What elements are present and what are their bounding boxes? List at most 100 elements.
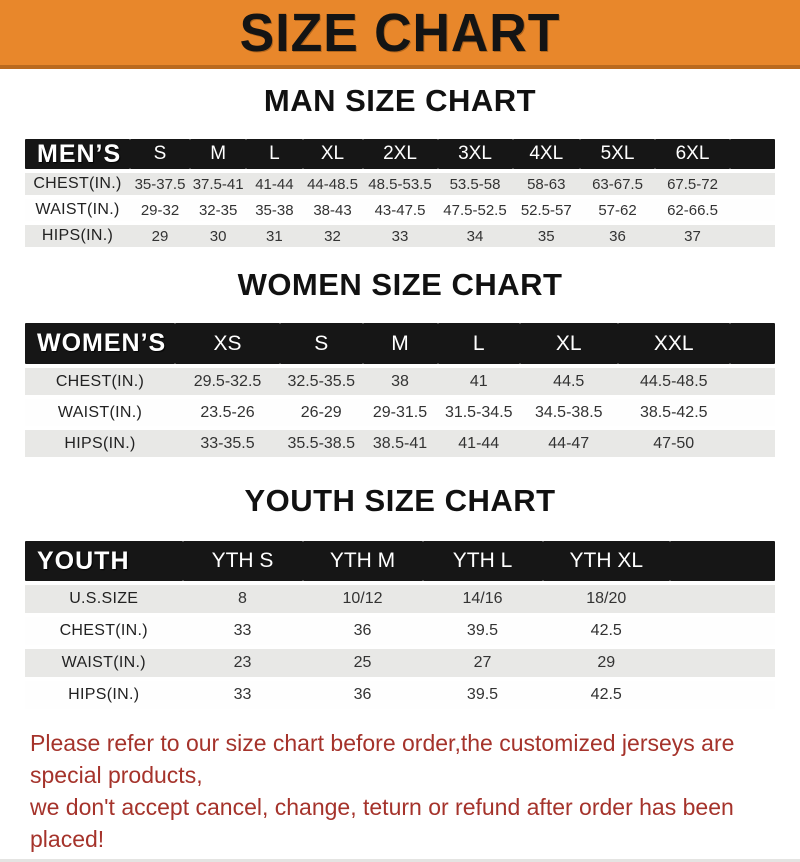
- table-row: CHEST(IN.) 35-37.5 37.5-41 41-44 44-48.5 48.5…: [25, 173, 775, 195]
- measurement-value-cell: 43-47.5: [362, 199, 438, 221]
- measurement-value-cell: 38: [362, 368, 438, 395]
- header-spacer: [670, 541, 775, 581]
- measurement-row-label: WAIST(IN.): [25, 199, 130, 221]
- measurement-value-cell: 29.5-32.5: [175, 368, 280, 395]
- measurement-row-label: CHEST(IN.): [25, 617, 183, 645]
- banner-title: SIZE CHART: [239, 2, 561, 63]
- table-header-row: YOUTH YTH S YTH M YTH L YTH XL: [25, 541, 775, 581]
- measurement-value-cell: 41: [437, 368, 520, 395]
- size-column-header: 3XL: [437, 139, 513, 169]
- measurement-value-cell: 38.5-41: [362, 430, 438, 457]
- measurement-value-cell: 53.5-58: [437, 173, 513, 195]
- size-column-header: YTH L: [422, 541, 543, 581]
- measurement-value-cell: 39.5: [422, 617, 543, 645]
- measurement-value-cell: 36: [580, 225, 655, 247]
- table-row: HIPS(IN.) 33-35.5 35.5-38.5 38.5-41 41-44 44-…: [25, 430, 775, 457]
- measurement-value-cell: 23.5-26: [175, 399, 280, 426]
- measurement-value-cell: 25: [302, 649, 423, 677]
- table-row: HIPS(IN.) 33 36 39.5 42.5: [25, 681, 775, 709]
- measurement-value-cell: 33: [182, 617, 303, 645]
- measurement-value-cell: 10/12: [302, 585, 423, 613]
- measurement-value-cell: 32: [302, 225, 363, 247]
- measurement-value-cell: 39.5: [422, 681, 543, 709]
- table-group-label: MEN’S: [25, 139, 130, 169]
- row-spacer: [730, 199, 775, 221]
- measurement-row-label: CHEST(IN.): [25, 368, 175, 395]
- measurement-value-cell: 33-35.5: [175, 430, 280, 457]
- size-column-header: L: [437, 323, 520, 364]
- size-column-header: M: [362, 323, 438, 364]
- measurement-row-label: CHEST(IN.): [25, 173, 130, 195]
- measurement-value-cell: 29-31.5: [362, 399, 438, 426]
- measurement-value-cell: 47.5-52.5: [437, 199, 513, 221]
- row-spacer: [730, 399, 775, 426]
- table-row: U.S.SIZE 8 10/12 14/16 18/20: [25, 585, 775, 613]
- table-group-label: WOMEN’S: [25, 323, 175, 364]
- measurement-value-cell: 29-32: [130, 199, 190, 221]
- measurement-value-cell: 35-38: [246, 199, 303, 221]
- measurement-value-cell: 42.5: [542, 681, 670, 709]
- measurement-value-cell: 33: [362, 225, 438, 247]
- measurement-value-cell: 44-48.5: [302, 173, 363, 195]
- row-spacer: [730, 430, 775, 457]
- measurement-value-cell: 47-50: [617, 430, 730, 457]
- row-spacer: [670, 649, 775, 677]
- size-column-header: 4XL: [512, 139, 580, 169]
- measurement-value-cell: 29: [130, 225, 190, 247]
- row-spacer: [670, 617, 775, 645]
- women-section-heading: WOMEN SIZE CHART: [237, 267, 563, 302]
- table-row: CHEST(IN.) 29.5-32.5 32.5-35.5 38 41 44.5 44.5…: [25, 368, 775, 395]
- measurement-row-label: U.S.SIZE: [25, 585, 183, 613]
- measurement-row-label: HIPS(IN.): [25, 430, 175, 457]
- table-header-row: MEN’S S M L XL 2XL 3XL 4XL 5XL 6XL: [25, 139, 775, 169]
- measurement-value-cell: 67.5-72: [655, 173, 730, 195]
- measurement-value-cell: 14/16: [422, 585, 543, 613]
- size-column-header: XXL: [617, 323, 730, 364]
- row-spacer: [670, 585, 775, 613]
- measurement-value-cell: 57-62: [580, 199, 655, 221]
- measurement-value-cell: 34: [437, 225, 513, 247]
- measurement-value-cell: 38-43: [302, 199, 363, 221]
- measurement-value-cell: 48.5-53.5: [362, 173, 438, 195]
- table-row: HIPS(IN.) 29 30 31 32 33 34 35 36 37: [25, 225, 775, 247]
- measurement-value-cell: 37.5-41: [190, 173, 247, 195]
- measurement-value-cell: 33: [182, 681, 303, 709]
- measurement-value-cell: 42.5: [542, 617, 670, 645]
- youth-size-table: YOUTH YTH S YTH M YTH L YTH XL U.S.SIZE 8 10/12…: [25, 537, 775, 713]
- youth-section-heading: YOUTH SIZE CHART: [244, 483, 556, 518]
- table-header-row: WOMEN’S XS S M L XL XXL: [25, 323, 775, 364]
- section-men: MAN SIZE CHART MEN’S S M L XL 2XL 3XL 4XL 5XL 6XL…: [0, 69, 800, 251]
- row-spacer: [730, 173, 775, 195]
- table-row: WAIST(IN.) 23.5-26 26-29 29-31.5 31.5-34.5 34…: [25, 399, 775, 426]
- size-column-header: S: [130, 139, 190, 169]
- measurement-value-cell: 18/20: [542, 585, 670, 613]
- table-group-label: YOUTH: [25, 541, 183, 581]
- men-size-table: MEN’S S M L XL 2XL 3XL 4XL 5XL 6XL CHEST(IN.) 35-37…: [25, 135, 775, 251]
- size-column-header: YTH S: [182, 541, 303, 581]
- measurement-value-cell: 23: [182, 649, 303, 677]
- measurement-row-label: WAIST(IN.): [25, 649, 183, 677]
- section-women: WOMEN SIZE CHART WOMEN’S XS S M L XL XXL CHEST(…: [0, 251, 800, 461]
- section-youth: YOUTH SIZE CHART YOUTH YTH S YTH M YTH L YTH…: [0, 461, 800, 713]
- size-column-header: 6XL: [655, 139, 730, 169]
- size-column-header: XL: [520, 323, 618, 364]
- table-row: WAIST(IN.) 23 25 27 29: [25, 649, 775, 677]
- measurement-row-label: HIPS(IN.): [25, 681, 183, 709]
- measurement-value-cell: 32-35: [190, 199, 247, 221]
- women-size-table: WOMEN’S XS S M L XL XXL CHEST(IN.) 29.5-32.5 32.5…: [25, 319, 775, 461]
- measurement-value-cell: 62-66.5: [655, 199, 730, 221]
- size-column-header: XS: [175, 323, 280, 364]
- size-column-header: 5XL: [580, 139, 655, 169]
- measurement-value-cell: 31: [246, 225, 303, 247]
- measurement-value-cell: 37: [655, 225, 730, 247]
- table-row: CHEST(IN.) 33 36 39.5 42.5: [25, 617, 775, 645]
- measurement-value-cell: 29: [542, 649, 670, 677]
- measurement-value-cell: 44-47: [520, 430, 618, 457]
- size-column-header: YTH XL: [542, 541, 670, 581]
- measurement-value-cell: 35-37.5: [130, 173, 190, 195]
- size-column-header: 2XL: [362, 139, 438, 169]
- row-spacer: [730, 225, 775, 247]
- measurement-row-label: HIPS(IN.): [25, 225, 130, 247]
- measurement-value-cell: 44.5-48.5: [617, 368, 730, 395]
- measurement-value-cell: 41-44: [246, 173, 303, 195]
